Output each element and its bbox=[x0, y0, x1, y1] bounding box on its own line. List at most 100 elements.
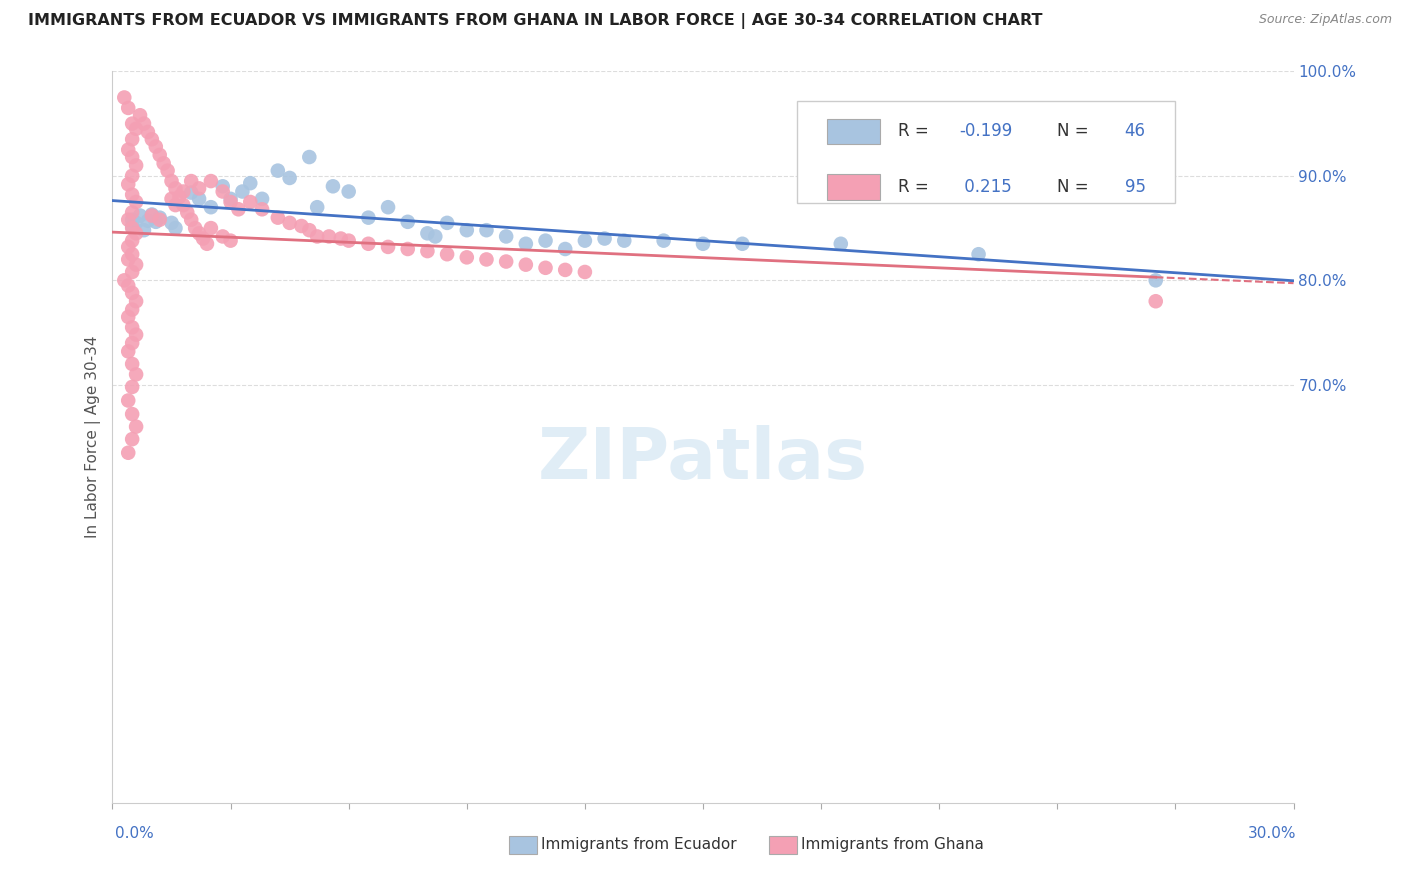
Text: 30.0%: 30.0% bbox=[1249, 827, 1296, 841]
Point bbox=[172, 198, 194, 212]
Point bbox=[188, 227, 211, 241]
Point bbox=[195, 236, 218, 251]
Text: ZIPatlas: ZIPatlas bbox=[538, 425, 868, 493]
Point bbox=[169, 190, 191, 204]
Point bbox=[121, 265, 143, 279]
Point bbox=[534, 260, 557, 275]
Point bbox=[554, 242, 576, 256]
Point bbox=[121, 169, 143, 183]
Point bbox=[132, 117, 155, 131]
Point bbox=[337, 234, 360, 248]
Point bbox=[121, 285, 143, 300]
Point bbox=[534, 234, 557, 248]
Point bbox=[117, 278, 139, 293]
Point bbox=[121, 380, 143, 394]
Text: Immigrants from Ecuador: Immigrants from Ecuador bbox=[541, 838, 737, 852]
Point bbox=[149, 148, 172, 162]
Point bbox=[121, 407, 143, 421]
Point bbox=[731, 236, 754, 251]
Point bbox=[318, 229, 340, 244]
Text: -0.199: -0.199 bbox=[959, 122, 1012, 140]
Point bbox=[156, 163, 179, 178]
Point bbox=[188, 192, 211, 206]
Point bbox=[141, 132, 163, 146]
Point bbox=[125, 294, 148, 309]
Text: R =: R = bbox=[898, 178, 934, 196]
Point bbox=[136, 125, 159, 139]
Point bbox=[125, 419, 148, 434]
FancyBboxPatch shape bbox=[797, 101, 1175, 203]
Point bbox=[1144, 294, 1167, 309]
Point bbox=[121, 212, 143, 227]
Point bbox=[200, 174, 222, 188]
Point bbox=[121, 320, 143, 334]
Point bbox=[121, 432, 143, 446]
Point bbox=[117, 393, 139, 408]
Point bbox=[456, 223, 478, 237]
Point bbox=[165, 181, 187, 195]
Point bbox=[121, 132, 143, 146]
Text: 46: 46 bbox=[1125, 122, 1146, 140]
Point bbox=[191, 231, 214, 245]
Point bbox=[322, 179, 344, 194]
Point bbox=[117, 212, 139, 227]
Point bbox=[125, 227, 148, 241]
FancyBboxPatch shape bbox=[769, 836, 797, 854]
Point bbox=[121, 187, 143, 202]
Point bbox=[145, 215, 167, 229]
Point bbox=[112, 90, 135, 104]
Point bbox=[117, 310, 139, 324]
Point bbox=[117, 240, 139, 254]
Point bbox=[377, 240, 399, 254]
Point bbox=[307, 200, 329, 214]
Point bbox=[290, 219, 312, 233]
Point bbox=[121, 302, 143, 317]
Point bbox=[141, 207, 163, 221]
Point bbox=[337, 185, 360, 199]
Point bbox=[117, 101, 139, 115]
Point bbox=[211, 229, 233, 244]
Point bbox=[554, 263, 576, 277]
Point bbox=[145, 139, 167, 153]
Point bbox=[136, 214, 159, 228]
Point bbox=[121, 219, 143, 233]
Point bbox=[149, 211, 172, 225]
Point bbox=[121, 221, 143, 235]
Point bbox=[298, 223, 321, 237]
Point bbox=[515, 236, 537, 251]
Text: N =: N = bbox=[1057, 178, 1094, 196]
Point bbox=[357, 211, 380, 225]
Point bbox=[239, 176, 262, 190]
Point bbox=[121, 234, 143, 248]
Point bbox=[456, 251, 478, 265]
Point bbox=[132, 223, 155, 237]
Point bbox=[121, 247, 143, 261]
Point bbox=[219, 234, 242, 248]
Point bbox=[112, 273, 135, 287]
Point bbox=[176, 205, 198, 219]
Point bbox=[117, 178, 139, 192]
Point bbox=[125, 121, 148, 136]
Point bbox=[125, 327, 148, 342]
Point bbox=[298, 150, 321, 164]
Point bbox=[200, 221, 222, 235]
Point bbox=[515, 258, 537, 272]
Point bbox=[117, 446, 139, 460]
Point bbox=[228, 202, 250, 217]
Point bbox=[165, 221, 187, 235]
Point bbox=[121, 117, 143, 131]
Point bbox=[416, 227, 439, 241]
Point bbox=[250, 192, 273, 206]
Point bbox=[416, 244, 439, 258]
Point bbox=[121, 336, 143, 351]
Point bbox=[180, 212, 202, 227]
Point bbox=[239, 194, 262, 209]
Point bbox=[200, 200, 222, 214]
Point bbox=[219, 194, 242, 209]
Point bbox=[180, 186, 202, 200]
Point bbox=[172, 185, 194, 199]
Point bbox=[125, 258, 148, 272]
Point bbox=[125, 216, 148, 230]
Point bbox=[475, 252, 498, 267]
Point bbox=[307, 229, 329, 244]
